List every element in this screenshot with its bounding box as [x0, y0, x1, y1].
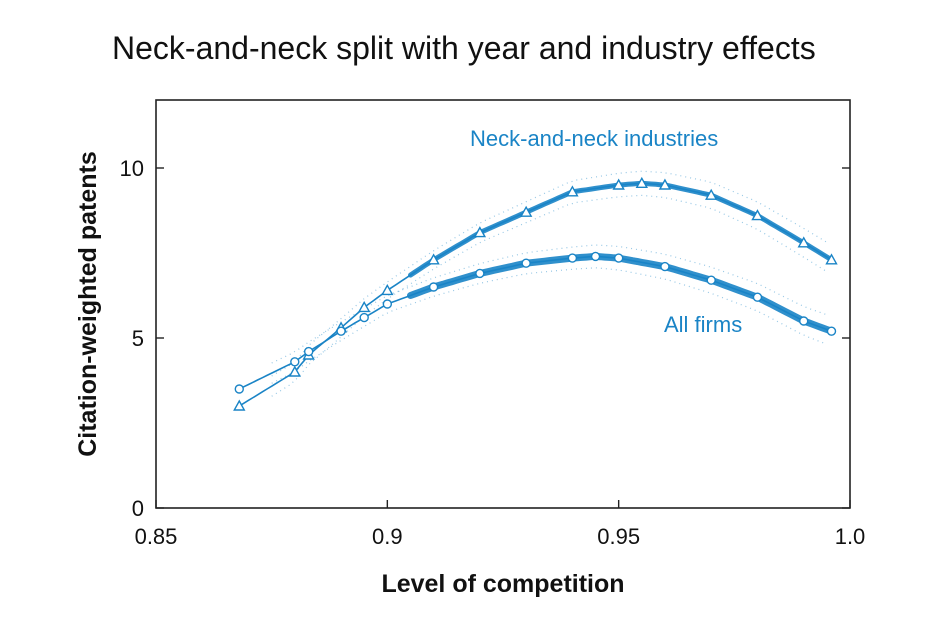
series-line	[238, 255, 832, 390]
y-tick-label: 5	[132, 326, 144, 351]
plot-frame	[155, 99, 851, 509]
data-point-triangle	[635, 176, 648, 189]
y-tick-label: 10	[120, 156, 144, 181]
series-label-neck-and-neck: Neck-and-neck industries	[470, 126, 718, 151]
axis-layer: 0.85 0.9 0.95 1.0 0 5 10	[120, 156, 866, 549]
data-point-circle	[475, 268, 485, 279]
data-point-circle	[567, 253, 578, 263]
y-tick-label: 0	[132, 496, 144, 521]
data-point-circle	[799, 316, 809, 326]
data-point-circle	[303, 346, 314, 357]
data-point-triangle	[797, 236, 810, 248]
data-point-circle	[660, 261, 670, 272]
data-point-circle	[234, 384, 244, 394]
data-point-circle	[428, 282, 439, 292]
chart-title: Neck-and-neck split with year and indust…	[112, 30, 816, 66]
confidence-band	[271, 170, 828, 377]
confidence-band	[271, 194, 828, 397]
data-point-triangle	[751, 209, 764, 221]
x-tick-label: 0.85	[135, 524, 178, 549]
data-point-triangle	[473, 226, 487, 238]
data-point-triangle	[427, 253, 440, 265]
data-point-triangle	[566, 185, 579, 197]
series-label-all-firms: All firms	[664, 312, 742, 337]
data-point-circle	[706, 275, 716, 285]
x-tick-label: 0.95	[597, 524, 640, 549]
data-point-circle	[382, 299, 393, 309]
data-point-circle	[336, 326, 346, 336]
data-point-circle	[290, 357, 300, 367]
data-point-triangle	[358, 300, 371, 313]
data-point-triangle	[825, 253, 838, 265]
data-point-triangle	[233, 399, 246, 411]
y-axis-title: Citation-weighted patents	[74, 151, 102, 457]
data-point-triangle	[612, 178, 625, 190]
confidence-band	[271, 267, 828, 384]
x-tick-label: 0.9	[372, 524, 403, 549]
x-tick-label: 1.0	[835, 524, 866, 549]
data-point-triangle	[288, 365, 301, 377]
data-point-triangle	[519, 205, 533, 217]
data-point-triangle	[381, 283, 394, 296]
data-point-circle	[359, 312, 369, 323]
data-point-circle	[590, 251, 601, 262]
series-band	[407, 252, 835, 335]
data-point-triangle	[658, 178, 672, 190]
data-point-circle	[826, 326, 837, 336]
series-layer	[233, 176, 838, 411]
data-point-triangle	[705, 188, 718, 200]
data-point-circle	[521, 258, 531, 268]
x-axis-title: Level of competition	[381, 570, 624, 598]
confidence-bands	[271, 170, 828, 397]
data-point-circle	[752, 292, 763, 302]
data-point-circle	[613, 253, 624, 263]
